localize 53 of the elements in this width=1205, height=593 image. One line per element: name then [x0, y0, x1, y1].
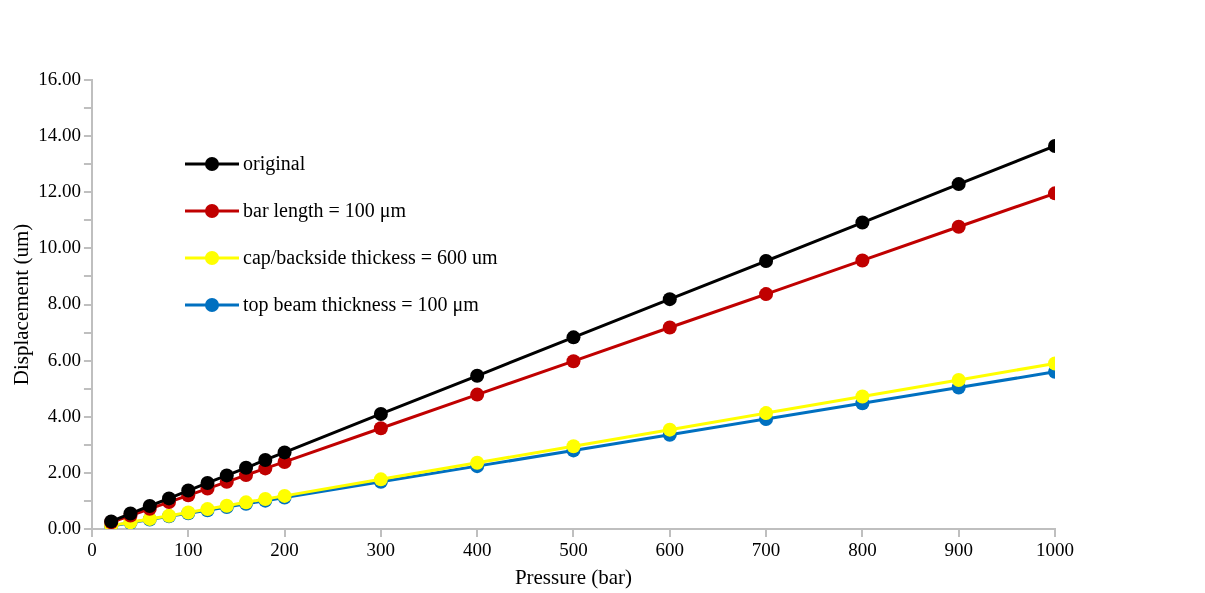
x-tick-label: 200 — [270, 539, 299, 561]
point — [855, 253, 870, 268]
point — [566, 354, 581, 369]
y-tick-label: 6.00 — [47, 348, 81, 370]
y-tick-label: 16.00 — [38, 67, 81, 89]
y-tick-label: 12.00 — [38, 180, 81, 202]
x-tick-label: 0 — [87, 539, 97, 561]
point — [470, 368, 485, 383]
y-tick-label: 2.00 — [47, 460, 81, 482]
point — [373, 406, 388, 421]
point — [200, 475, 215, 490]
point — [181, 483, 196, 498]
legend-label: cap/backside thickess = 600 um — [243, 246, 498, 269]
legend-label: original — [243, 152, 306, 175]
x-tick-label: 700 — [751, 539, 781, 561]
point — [239, 460, 254, 475]
point — [161, 491, 176, 506]
y-axis-title: Displacement (um) — [9, 223, 34, 386]
point — [759, 287, 774, 302]
point — [951, 372, 966, 387]
x-tick-label: 400 — [462, 539, 492, 561]
point — [566, 330, 581, 345]
x-tick-label: 500 — [559, 539, 588, 561]
x-tick-label: 1000 — [1036, 539, 1074, 561]
point — [951, 177, 966, 192]
point — [759, 254, 774, 268]
y-tick-label: 0.00 — [47, 516, 81, 538]
x-tick-label: 900 — [944, 539, 973, 561]
point — [759, 406, 774, 421]
x-axis-title: Pressure (bar) — [514, 564, 633, 589]
y-tick-label: 14.00 — [38, 124, 81, 146]
point — [470, 455, 485, 470]
point — [855, 389, 870, 404]
point — [277, 445, 292, 460]
x-tick-label: 600 — [655, 539, 685, 561]
point — [219, 468, 234, 483]
point — [662, 292, 677, 307]
x-tick-label: 300 — [366, 539, 396, 561]
legend-label: top beam thickness = 100 μm — [243, 293, 479, 316]
y-tick-label: 10.00 — [38, 236, 81, 258]
point — [258, 452, 273, 467]
point — [951, 219, 966, 234]
point — [566, 439, 581, 454]
y-tick-label: 8.00 — [47, 292, 81, 314]
point — [855, 215, 870, 230]
point — [470, 387, 485, 402]
point — [662, 422, 677, 437]
x-tick-label: 100 — [174, 539, 203, 561]
point — [373, 421, 388, 436]
y-tick-label: 4.00 — [47, 404, 81, 426]
legend-label: bar length = 100 μm — [243, 199, 407, 222]
point — [662, 320, 677, 335]
x-tick-label: 800 — [848, 539, 877, 561]
